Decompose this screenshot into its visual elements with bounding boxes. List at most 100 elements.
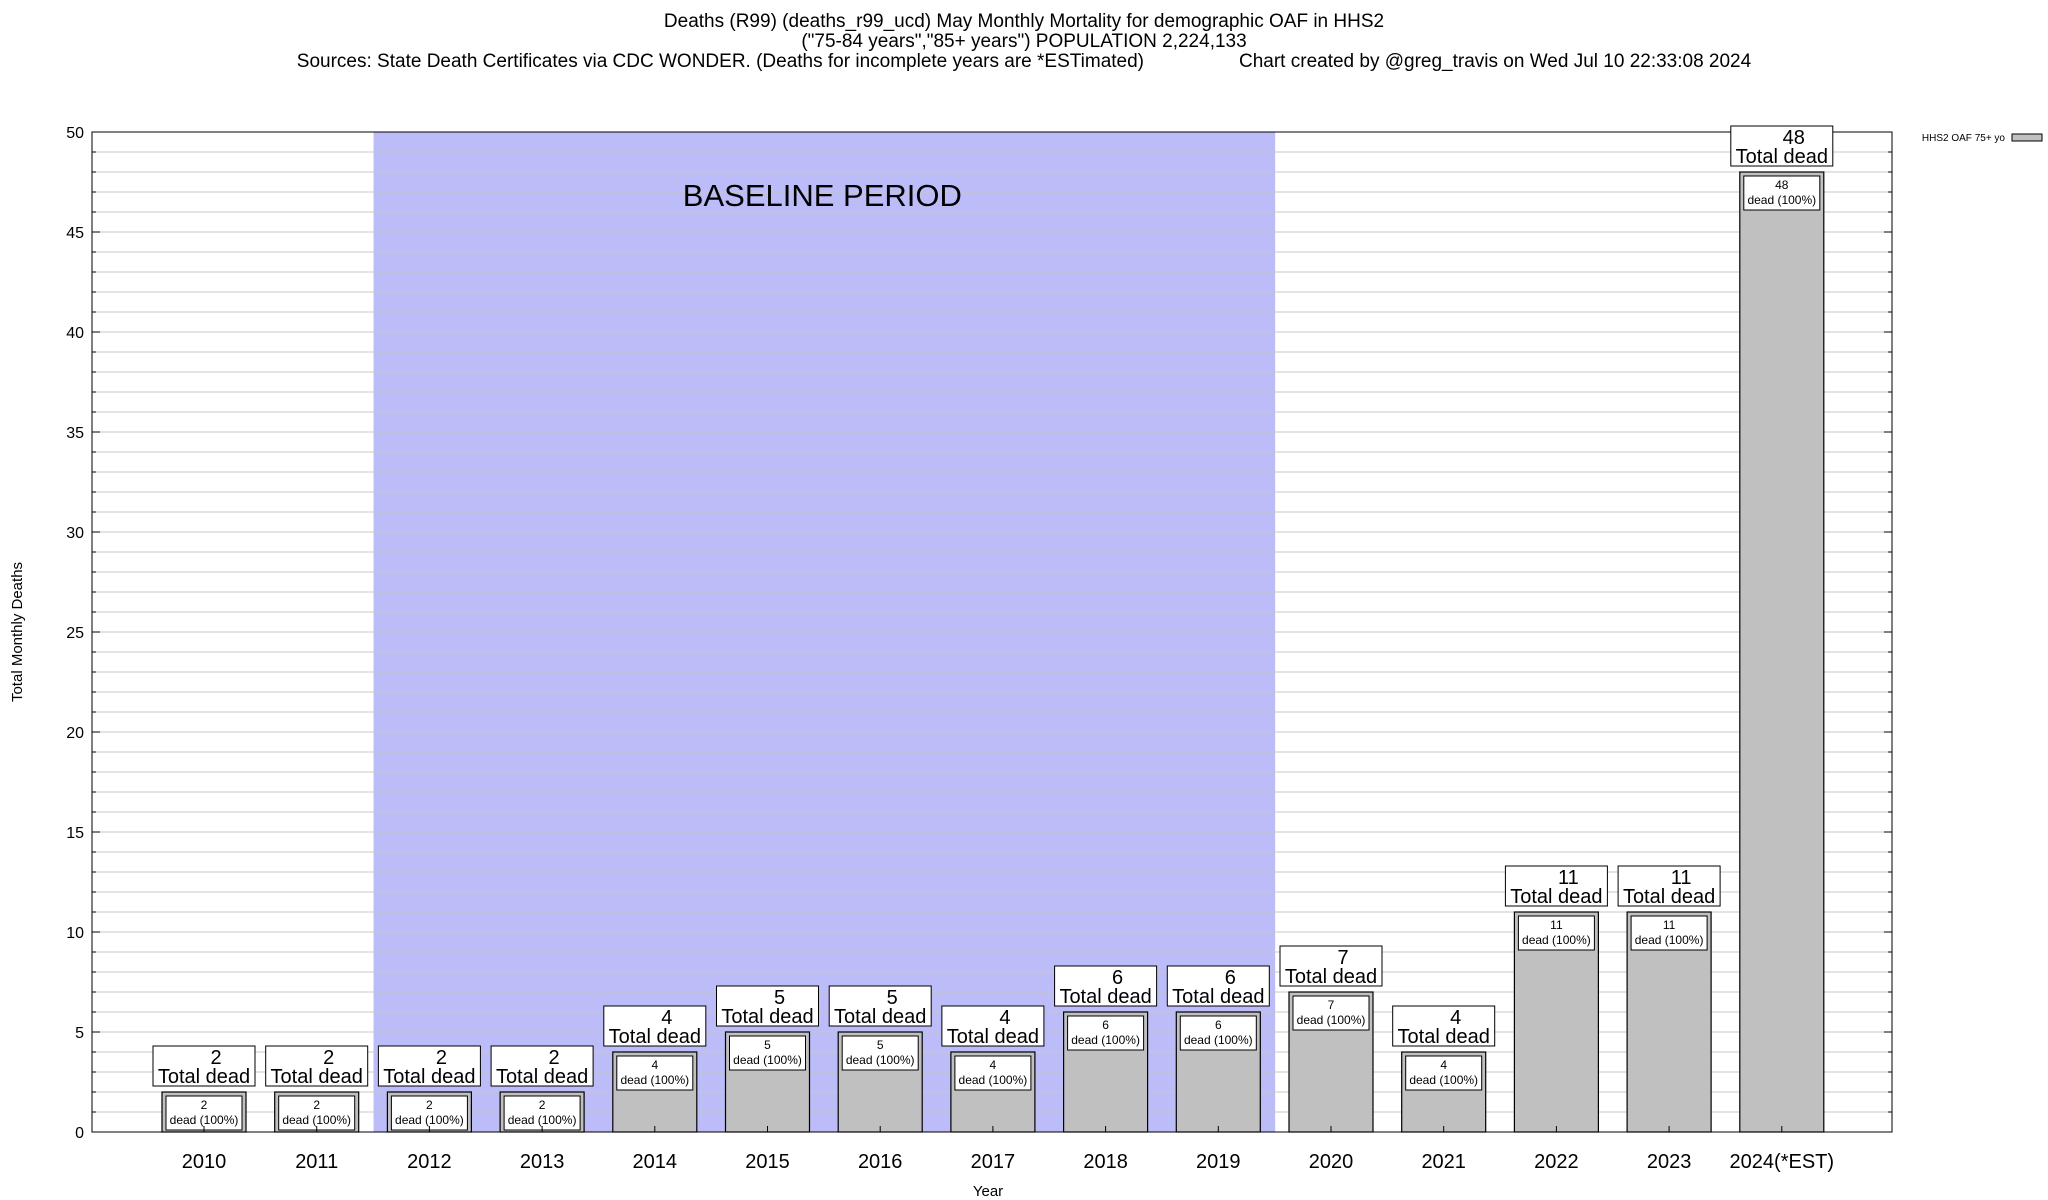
total-label-value: 5	[887, 987, 898, 1009]
total-label-text: Total dead	[1510, 886, 1602, 908]
total-label-value: 6	[1112, 967, 1123, 989]
total-label-box	[1617, 865, 1721, 907]
total-label-box	[265, 1045, 369, 1087]
segment-label-text: dead (100%)	[846, 1053, 915, 1067]
segment-label-box	[165, 1095, 243, 1131]
total-label-value: 5	[774, 987, 785, 1009]
segment-label-text: dead (100%)	[1409, 1073, 1478, 1087]
total-label-value: 7	[1337, 947, 1348, 969]
segment-label-value: 2	[426, 1098, 433, 1112]
segment-label-text: dead (100%)	[508, 1113, 577, 1127]
x-tick-label: 2020	[1309, 1151, 1354, 1173]
segment-label-value: 2	[201, 1098, 208, 1112]
segment-label-text: dead (100%)	[1071, 1033, 1140, 1047]
y-tick-label: 30	[66, 525, 84, 542]
total-label-box	[716, 985, 819, 1027]
total-label-box	[377, 1045, 481, 1087]
y-tick-label: 45	[66, 225, 84, 242]
x-tick-label: 2019	[1196, 1151, 1241, 1173]
segment-label-box	[841, 1035, 919, 1071]
total-label-box	[1392, 1005, 1496, 1047]
total-label-value: 2	[323, 1047, 334, 1069]
total-label-text: Total dead	[1398, 1026, 1490, 1048]
total-label-box	[1730, 125, 1834, 167]
total-label-text: Total dead	[834, 1006, 926, 1028]
segment-label-text: dead (100%)	[1635, 933, 1704, 947]
total-label-text: Total dead	[271, 1066, 363, 1088]
total-label-box	[1054, 965, 1158, 1007]
segment-label-value: 4	[990, 1058, 997, 1072]
total-label-value: 11	[1671, 867, 1692, 889]
x-tick-label: 2010	[182, 1151, 227, 1173]
y-tick-label: 35	[66, 425, 84, 442]
segment-label-box	[1517, 915, 1595, 951]
y-axis-title: Total Monthly Deaths	[9, 562, 26, 702]
total-label-value: 2	[210, 1047, 221, 1069]
x-tick-label: 2015	[745, 1151, 790, 1173]
total-label-text: Total dead	[496, 1066, 588, 1088]
total-label-box	[1279, 945, 1383, 987]
segment-label-value: 4	[1440, 1058, 1447, 1072]
segment-label-value: 6	[1102, 1018, 1109, 1032]
x-tick-label: 2013	[520, 1151, 565, 1173]
segment-label-box	[729, 1035, 806, 1071]
credit-text: Chart created by @greg_travis on Wed Jul…	[1239, 51, 1752, 72]
chart-title: Deaths (R99) (deaths_r99_ucd) May Monthl…	[663, 11, 1385, 32]
segment-label-value: 6	[1215, 1018, 1222, 1032]
y-tick-label: 0	[75, 1125, 84, 1142]
x-tick-label: 2023	[1647, 1151, 1692, 1173]
x-tick-label: 2016	[858, 1151, 903, 1173]
segment-label-value: 11	[1663, 918, 1676, 932]
segment-label-text: dead (100%)	[959, 1073, 1028, 1087]
segment-label-text: dead (100%)	[170, 1113, 239, 1127]
x-tick-label: 2018	[1083, 1151, 1128, 1173]
y-tick-label: 15	[66, 825, 84, 842]
total-label-value: 48	[1783, 127, 1805, 149]
segment-label-value: 7	[1328, 998, 1335, 1012]
total-label-text: Total dead	[1172, 986, 1264, 1008]
segment-label-value: 5	[764, 1038, 771, 1052]
x-tick-label: 2017	[971, 1151, 1016, 1173]
segment-label-value: 4	[651, 1058, 658, 1072]
segment-label-text: dead (100%)	[620, 1073, 689, 1087]
source-text: Sources: State Death Certificates via CD…	[296, 51, 1144, 72]
total-label-value: 11	[1558, 867, 1579, 889]
y-tick-label: 40	[66, 325, 84, 342]
total-label-text: Total dead	[1059, 986, 1151, 1008]
total-label-text: Total dead	[609, 1026, 701, 1048]
total-label-text: Total dead	[383, 1066, 475, 1088]
total-label-text: Total dead	[721, 1006, 813, 1028]
segment-label-text: dead (100%)	[733, 1053, 802, 1067]
segment-label-value: 11	[1550, 918, 1563, 932]
legend-label: HHS2 OAF 75+ yo	[1922, 133, 2006, 144]
segment-label-box	[954, 1055, 1032, 1091]
chart-source-line: Sources: State Death Certificates via CD…	[0, 52, 2048, 72]
y-tick-label: 5	[75, 1025, 84, 1042]
x-tick-label: 2022	[1534, 1151, 1579, 1173]
segment-label-text: dead (100%)	[1747, 193, 1816, 207]
y-tick-label: 50	[66, 125, 84, 142]
y-tick-label: 10	[66, 925, 84, 942]
total-label-box	[941, 1005, 1045, 1047]
x-tick-label: 2024(*EST)	[1730, 1151, 1835, 1173]
chart-title-block: Deaths (R99) (deaths_r99_ucd) May Monthl…	[0, 12, 2048, 72]
legend-swatch	[2011, 133, 2043, 142]
total-label-text: Total dead	[1285, 966, 1377, 988]
segment-label-value: 48	[1775, 178, 1789, 192]
total-label-value: 2	[436, 1047, 447, 1069]
total-label-box	[1504, 865, 1608, 907]
total-label-value: 4	[999, 1007, 1010, 1029]
x-tick-label: 2014	[633, 1151, 678, 1173]
total-label-box	[152, 1045, 256, 1087]
segment-label-box	[1630, 915, 1708, 951]
total-label-box	[603, 1005, 707, 1047]
x-tick-label: 2021	[1421, 1151, 1466, 1173]
segment-label-box	[1292, 995, 1370, 1031]
x-tick-label: 2011	[295, 1151, 338, 1173]
segment-label-box	[1405, 1055, 1483, 1091]
total-label-box	[1166, 965, 1270, 1007]
segment-label-text: dead (100%)	[1184, 1033, 1253, 1047]
segment-label-box	[616, 1055, 694, 1091]
total-label-text: Total dead	[947, 1026, 1039, 1048]
bar	[1739, 171, 1825, 1133]
